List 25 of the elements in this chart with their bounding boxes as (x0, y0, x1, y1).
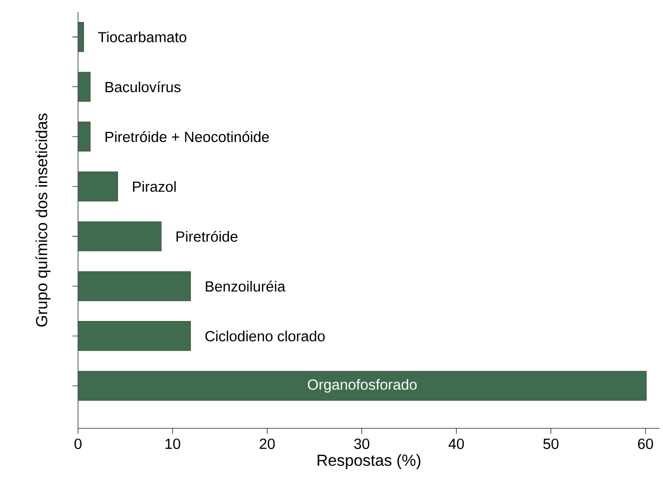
bar (78, 271, 191, 302)
y-tick-label: Baculovírus (106, 81, 181, 92)
bar (78, 172, 118, 202)
y-tick-label: Benzoiluréia (206, 280, 286, 292)
y-tick-label: Piretróide + Neocotinóide (106, 131, 269, 142)
x-tick-label: 60 (638, 438, 654, 450)
x-tick-label: 40 (448, 438, 464, 450)
x-tick-label: 20 (260, 438, 275, 450)
bar (78, 370, 647, 401)
x-tick-label: 0 (74, 438, 82, 450)
bar (78, 321, 191, 351)
y-tick-label: Tiocarbamato (98, 32, 186, 42)
x-tick-label: 30 (354, 438, 370, 450)
bar (78, 22, 84, 52)
x-tick-label: 50 (543, 438, 558, 450)
x-axis-title: Respostas (%) (318, 454, 420, 470)
y-tick-label: Organofosforado (308, 379, 417, 393)
bar (78, 122, 91, 152)
y-tick-label: Piretróide (176, 230, 238, 242)
x-tick-label: 10 (166, 438, 180, 450)
bar (78, 221, 162, 252)
y-tick-label: Pirazol (133, 181, 176, 192)
bar (78, 72, 91, 102)
y-tick-label: Ciclodieno clorado (205, 330, 325, 342)
y-axis-title: Grupo químico dos inseticidas (35, 114, 50, 327)
